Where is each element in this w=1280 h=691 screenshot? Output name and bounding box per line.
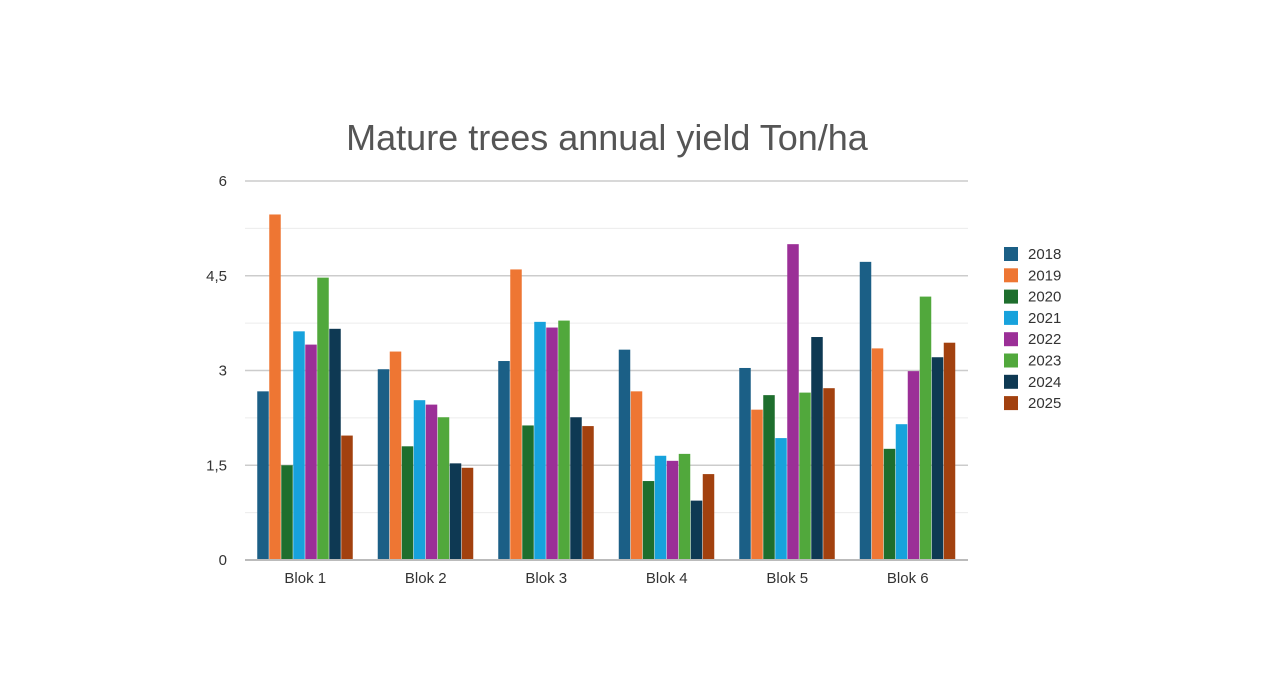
- bar-2018-blok-4: [618, 349, 631, 560]
- bar-2018-blok-5: [739, 367, 751, 560]
- bar-2019-blok-1: [269, 214, 281, 560]
- legend-label: 2024: [1028, 374, 1061, 391]
- legend-swatch: [1004, 374, 1018, 389]
- bar-2023-blok-4: [678, 453, 691, 560]
- legend-label: 2025: [1028, 395, 1061, 412]
- x-tick-label: Blok 2: [405, 570, 447, 587]
- grid-lines: [245, 180, 968, 514]
- legend-swatch: [1004, 353, 1018, 368]
- bar-2018-blok-6: [859, 261, 872, 560]
- x-tick-label: Blok 1: [284, 570, 326, 587]
- y-tick-label: 3: [219, 363, 227, 380]
- bar-2021-blok-5: [775, 438, 787, 560]
- bar-2023-blok-1: [317, 277, 329, 560]
- legend-label: 2020: [1028, 289, 1061, 306]
- bar-2018-blok-1: [257, 391, 269, 560]
- legend-swatch: [1004, 332, 1018, 347]
- bar-2020-blok-5: [763, 395, 775, 560]
- legend-label: 2022: [1028, 331, 1061, 348]
- bar-2023-blok-2: [437, 417, 450, 560]
- bar-2020-blok-2: [401, 446, 414, 560]
- bar-2020-blok-3: [522, 425, 534, 560]
- bar-2019-blok-3: [510, 269, 522, 560]
- y-tick-label: 4,5: [206, 268, 227, 285]
- bar-2020-blok-6: [883, 448, 896, 560]
- y-axis: 0 1,5 3 4,5 6: [206, 173, 227, 569]
- bar-2023-blok-5: [799, 392, 811, 560]
- legend-swatch: [1004, 289, 1018, 304]
- x-tick-label: Blok 6: [887, 570, 929, 587]
- legend-label: 2018: [1028, 246, 1061, 263]
- legend-label: 2021: [1028, 310, 1061, 327]
- bar-2022-blok-1: [305, 344, 317, 560]
- bar-2019-blok-4: [630, 391, 643, 560]
- bar-2025-blok-2: [461, 467, 474, 560]
- bars: [257, 214, 956, 560]
- legend-swatch: [1004, 310, 1018, 325]
- bar-2021-blok-3: [534, 321, 546, 560]
- bar-2024-blok-1: [329, 328, 341, 560]
- legend-swatch: [1004, 247, 1018, 261]
- bar-2019-blok-6: [871, 348, 884, 560]
- bar-2022-blok-6: [907, 371, 920, 560]
- bar-2020-blok-4: [642, 481, 655, 560]
- bar-2024-blok-3: [570, 417, 582, 560]
- legend-label: 2023: [1028, 353, 1061, 370]
- x-tick-label: Blok 5: [766, 570, 808, 587]
- x-tick-label: Blok 4: [646, 570, 688, 587]
- bar-2022-blok-3: [546, 327, 558, 560]
- bar-2021-blok-2: [413, 400, 426, 560]
- bar-2023-blok-3: [558, 320, 570, 560]
- bar-2021-blok-4: [654, 455, 667, 560]
- bar-2024-blok-5: [811, 337, 823, 560]
- chart-title: Mature trees annual yield Ton/ha: [346, 117, 869, 158]
- y-tick-label: 0: [219, 552, 227, 569]
- bar-2025-blok-1: [341, 435, 353, 560]
- y-tick-label: 1,5: [206, 457, 227, 474]
- bar-2025-blok-4: [702, 474, 715, 560]
- bar-2025-blok-3: [582, 426, 594, 560]
- legend-label: 2019: [1028, 267, 1061, 284]
- x-tick-label: Blok 3: [525, 570, 567, 587]
- bar-2021-blok-1: [293, 331, 305, 560]
- bar-2024-blok-4: [690, 500, 703, 560]
- bar-2019-blok-2: [389, 351, 402, 560]
- bar-2022-blok-4: [666, 460, 679, 560]
- bar-2020-blok-1: [281, 465, 293, 560]
- bar-2022-blok-2: [425, 404, 438, 560]
- bar-2024-blok-2: [449, 463, 462, 560]
- bar-2018-blok-3: [498, 361, 510, 560]
- bar-2025-blok-6: [943, 342, 956, 560]
- x-axis: Blok 1 Blok 2 Blok 3 Blok 4 Blok 5 Blok 6: [245, 559, 968, 587]
- bar-2022-blok-5: [787, 244, 799, 560]
- y-tick-label: 6: [219, 173, 227, 190]
- bar-2019-blok-5: [751, 409, 763, 560]
- bar-2025-blok-5: [823, 388, 835, 560]
- legend-swatch: [1004, 396, 1018, 411]
- legend-swatch: [1004, 268, 1018, 283]
- bar-2018-blok-2: [377, 369, 390, 560]
- bar-2024-blok-6: [931, 357, 944, 560]
- legend: 2018 2019 2020 2021 2022 2023 2024 2025: [1004, 246, 1061, 412]
- bar-2021-blok-6: [895, 424, 908, 560]
- bar-2023-blok-6: [919, 296, 932, 560]
